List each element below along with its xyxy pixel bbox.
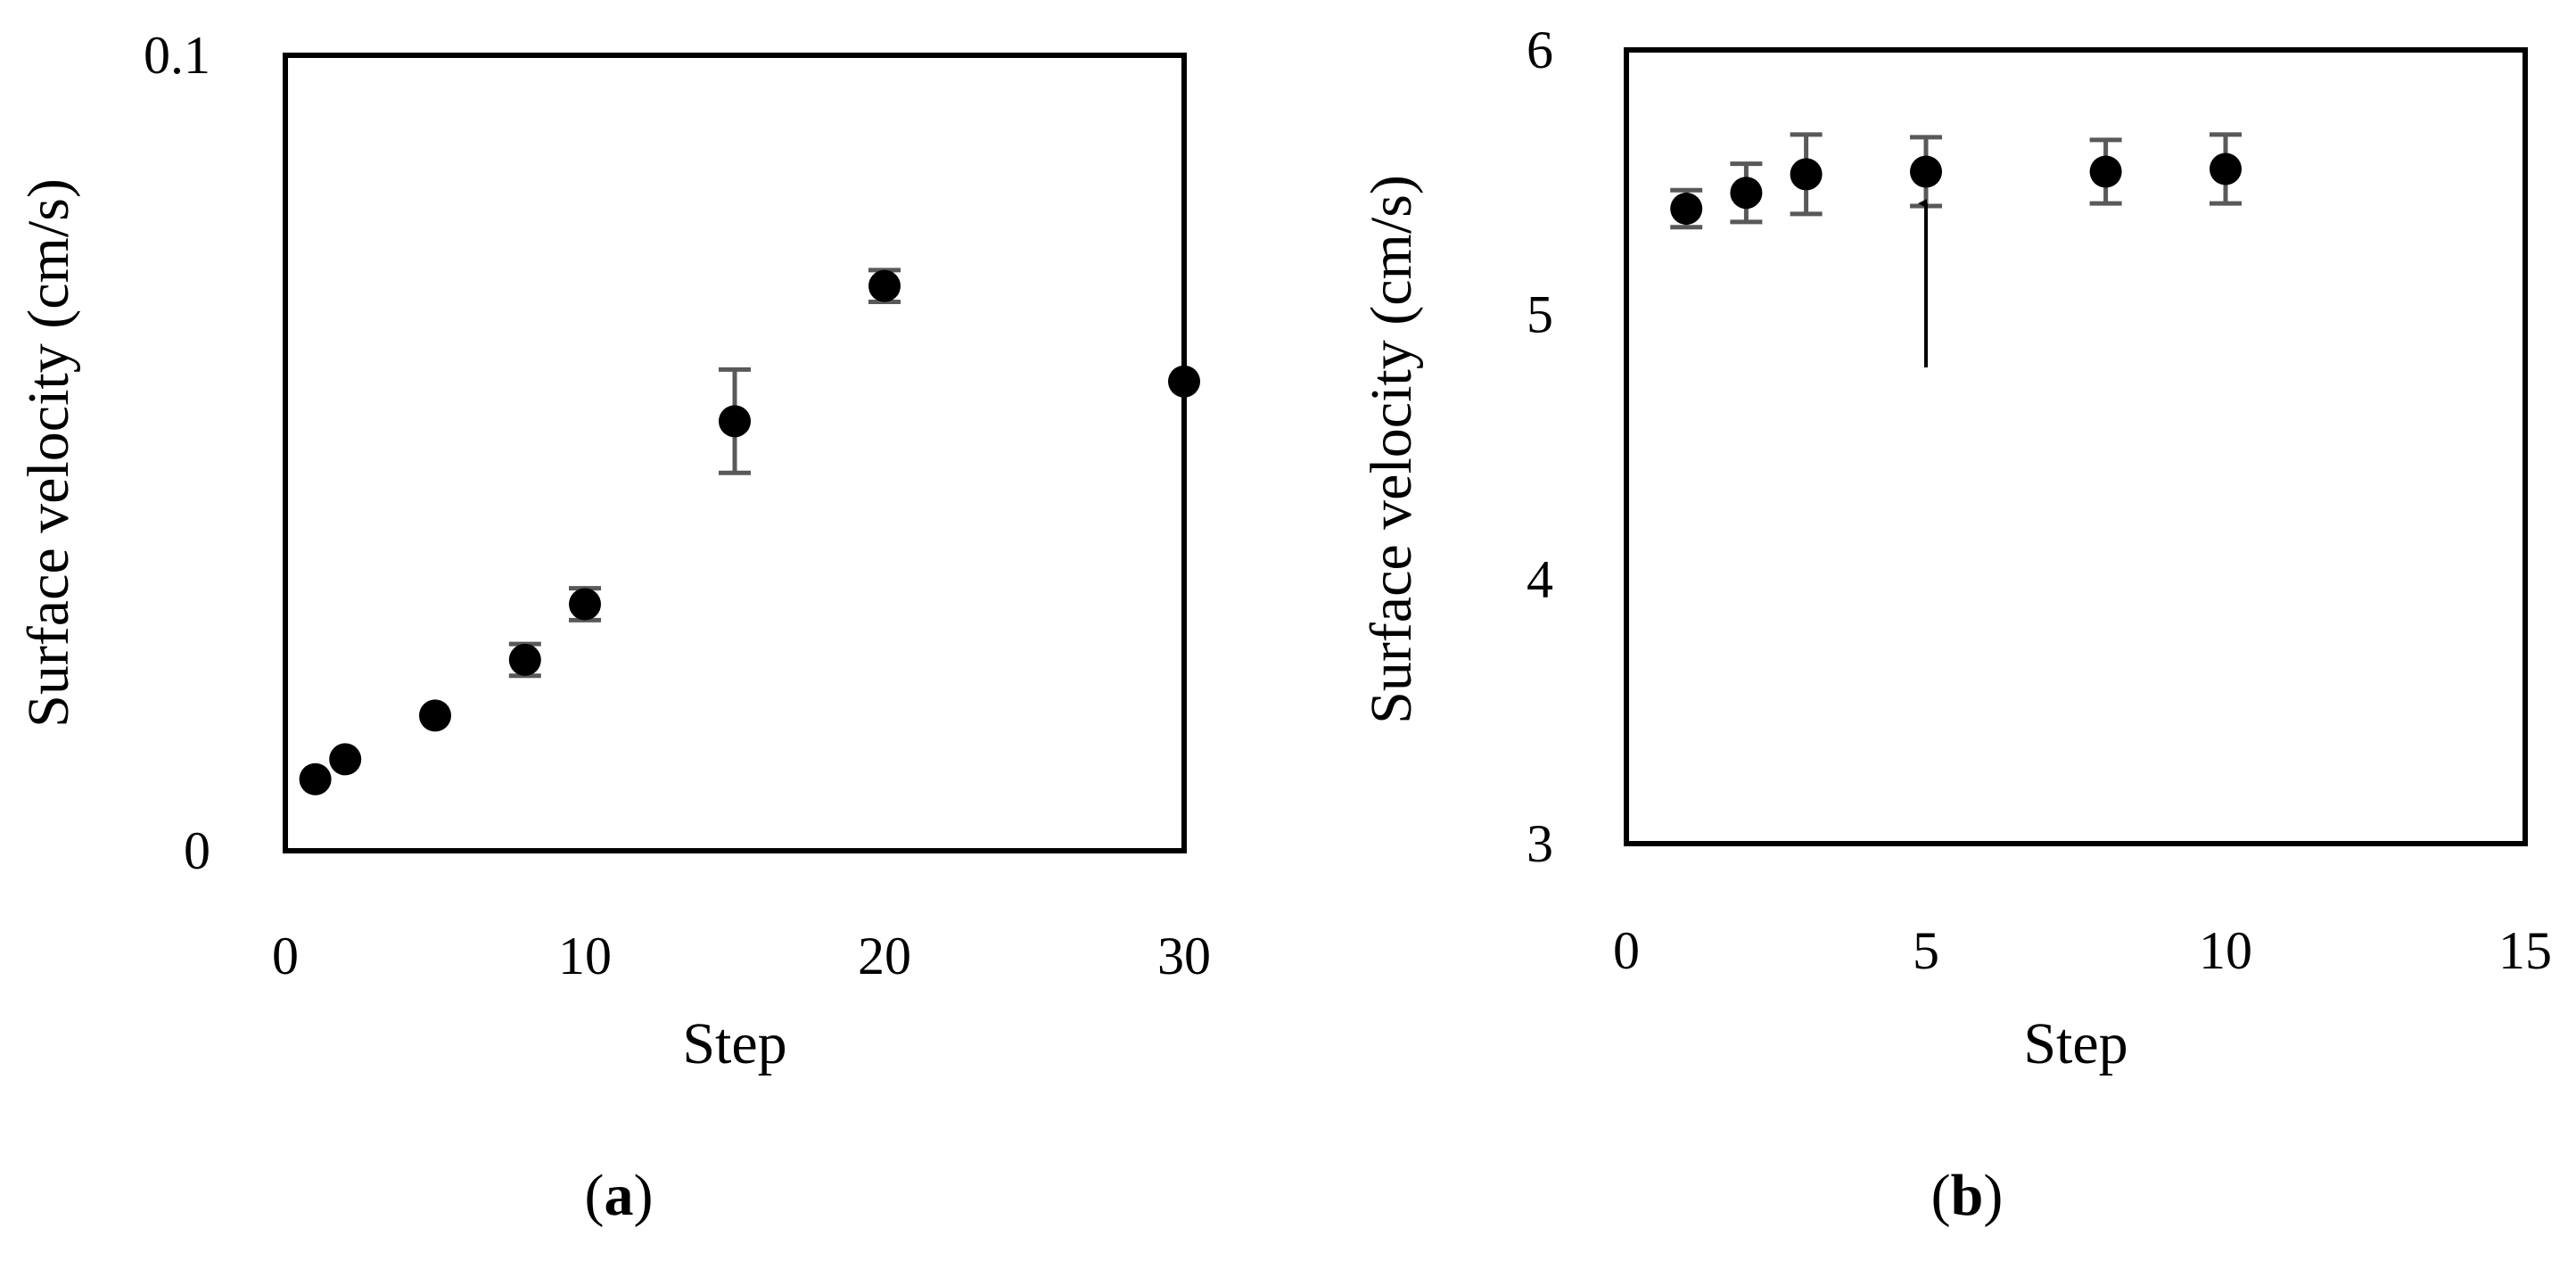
data-point <box>508 643 541 676</box>
x-tick-label: 0 <box>272 927 299 985</box>
panel-caption: (b) <box>1931 1163 2004 1228</box>
x-tick-label: 15 <box>2498 921 2552 980</box>
y-tick-label: 5 <box>1527 285 1553 344</box>
data-point <box>569 588 601 621</box>
panel-caption: (a) <box>585 1163 654 1228</box>
y-axis-label: Surface velocity (cm/s) <box>16 178 81 728</box>
data-point <box>2089 155 2122 188</box>
y-tick-label: 3 <box>1527 814 1553 873</box>
y-axis-label: Surface velocity (cm/s) <box>1359 175 1424 724</box>
data-point <box>719 405 751 438</box>
chart-panel-a: 0 10 20 30 0 0.1 Step Surface velocity (cm/s)… <box>16 26 1211 1228</box>
x-tick-label: 10 <box>558 927 612 985</box>
panel-caption-letter: b <box>1951 1163 1984 1228</box>
data-point <box>2210 152 2242 185</box>
data-point <box>1168 365 1200 398</box>
x-tick-label: 20 <box>858 927 911 985</box>
data-marks <box>299 268 1200 795</box>
data-point <box>419 699 451 732</box>
x-tick-label: 0 <box>1613 921 1640 980</box>
data-point <box>1730 177 1763 210</box>
data-point <box>329 743 362 776</box>
tick-labels: 0 5 10 15 3 4 5 6 <box>1527 21 2552 980</box>
data-point <box>1910 155 1942 188</box>
panel-caption-letter: a <box>605 1163 634 1228</box>
y-tick-label: 0.1 <box>144 26 210 85</box>
data-point <box>1670 193 1703 225</box>
tick-labels: 0 10 20 30 0 0.1 <box>144 26 1211 985</box>
x-tick-label: 10 <box>2199 921 2252 980</box>
data-marks <box>1670 132 2242 230</box>
data-point <box>299 762 332 795</box>
plot-frame <box>283 53 1187 853</box>
x-tick-label: 5 <box>1913 921 1939 980</box>
x-tick-label: 30 <box>1157 927 1211 985</box>
data-point <box>1790 158 1823 191</box>
y-tick-label: 6 <box>1527 21 1553 79</box>
x-axis-label: Step <box>682 1011 786 1076</box>
y-tick-label: 0 <box>184 821 210 880</box>
x-axis-label: Step <box>2023 1011 2127 1076</box>
data-point <box>868 269 901 302</box>
y-tick-label: 4 <box>1527 549 1553 608</box>
plot-frame <box>1624 47 2528 846</box>
